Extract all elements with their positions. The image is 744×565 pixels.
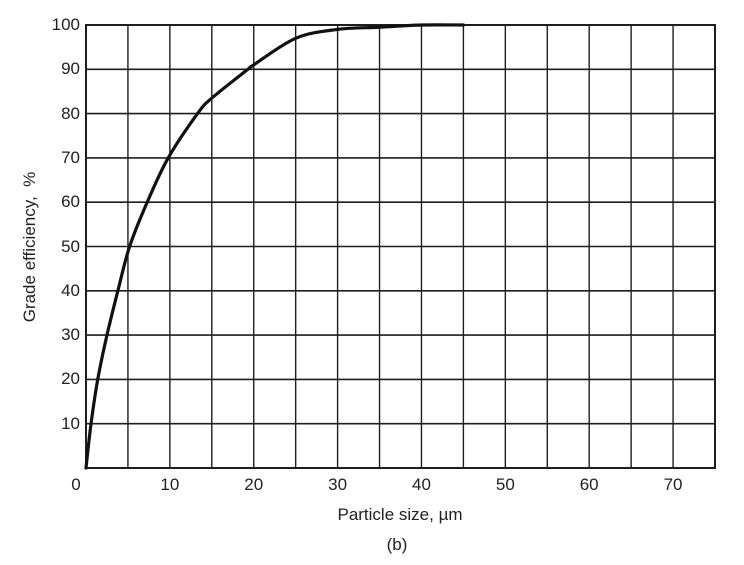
x-tick-label: 30 [328,475,348,494]
y-tick-label: 30 [61,325,80,345]
x-tick-label: 0 [71,475,81,494]
x-tick-label: 50 [495,475,515,494]
x-tick-label: 20 [244,475,264,494]
x-tick-label: 60 [579,475,599,494]
grade-efficiency-curve [84,23,465,470]
y-tick-label: 60 [61,192,80,212]
y-axis-label: Grade efficiency, % [20,171,39,323]
x-tick-label: 70 [663,475,683,494]
figure-caption: (b) [386,535,408,554]
y-tick-label: 10 [61,413,80,433]
y-tick-label: 100 [51,15,80,34]
y-tick-label: 80 [61,103,80,123]
y-tick-label: 50 [61,236,80,256]
y-tick-label: 90 [61,59,80,79]
y-tick-label: 70 [61,147,80,167]
x-axis-label: Particle size, µm [337,505,463,524]
x-tick-label: 10 [160,475,180,494]
y-tick-label: 40 [61,280,80,300]
x-tick-label: 40 [411,475,431,494]
grid-lines [86,25,715,468]
y-tick-label: 20 [61,369,80,389]
